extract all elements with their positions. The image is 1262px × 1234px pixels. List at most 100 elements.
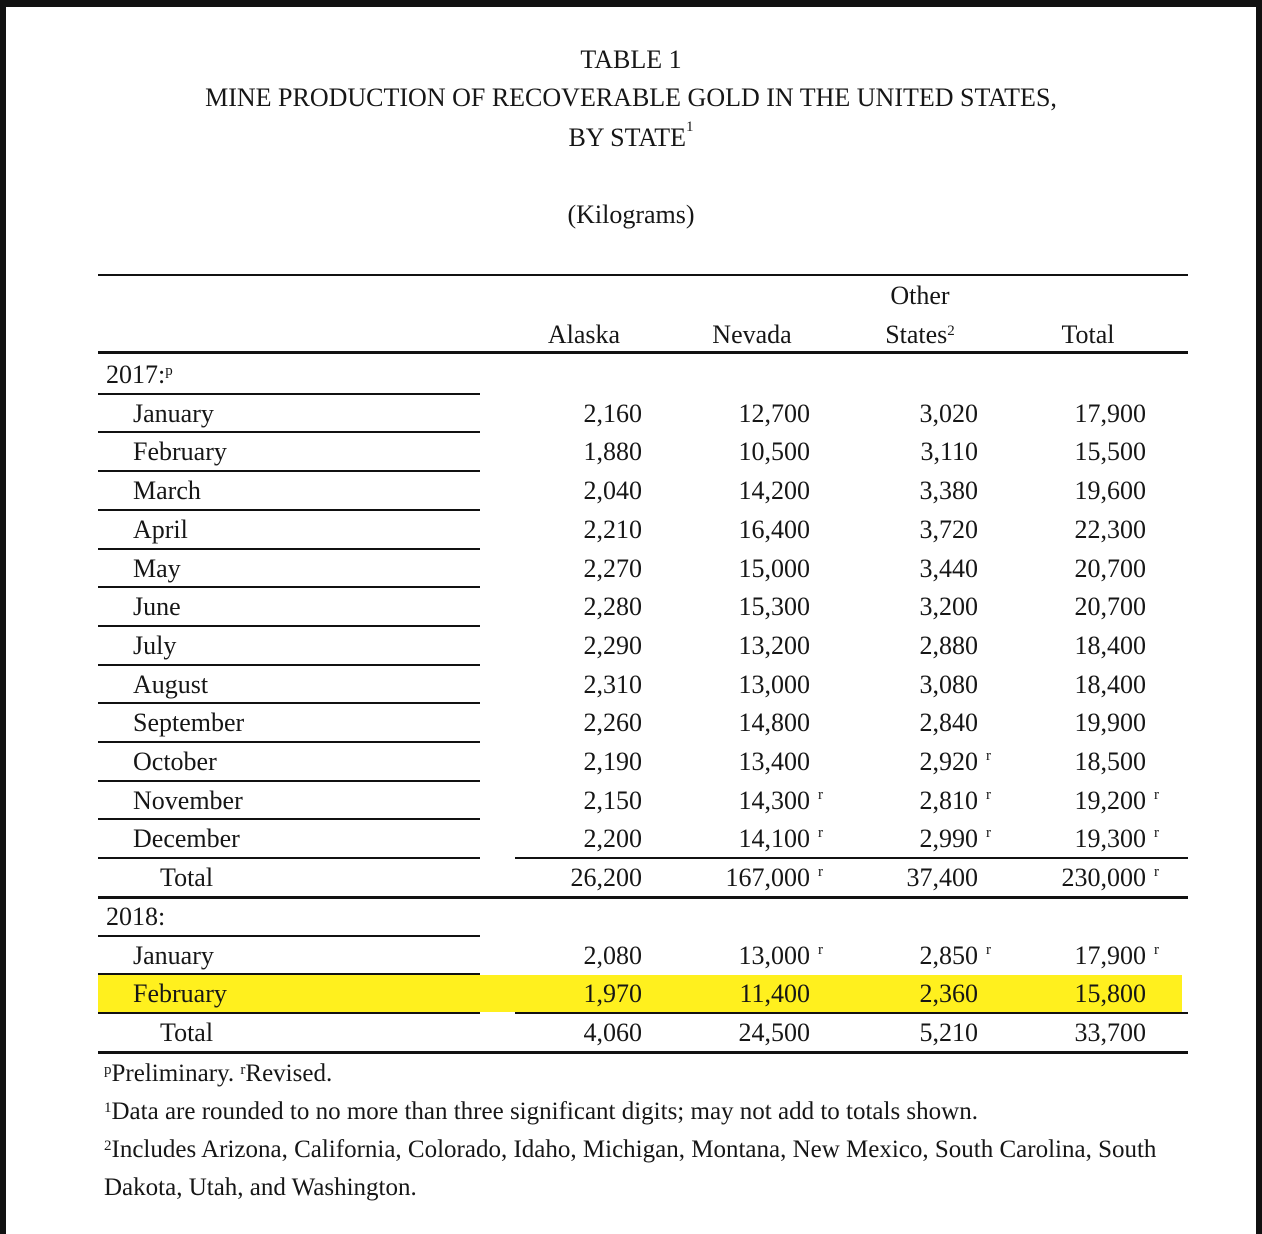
footnote: pPreliminary. rRevised. [104, 1055, 1164, 1093]
footnote-text: Includes Arizona, California, Colorado, … [104, 1135, 1157, 1201]
cell-value: 22,300 [1074, 514, 1147, 544]
footnote: 1Data are rounded to no more than three … [104, 1093, 1164, 1131]
section-year: 2018: [106, 901, 166, 931]
row-label: April [133, 514, 188, 544]
footnote-mark: r [240, 1061, 246, 1078]
cell: 12,700 [739, 395, 811, 433]
cell: 15,500 [1075, 433, 1147, 471]
cell-value: 2,080 [583, 940, 643, 970]
cell-value: 14,200 [738, 476, 811, 506]
footnote-text: Preliminary. [111, 1059, 235, 1087]
cell: 15,300 [739, 588, 811, 626]
cell: 17,900 [1075, 395, 1147, 433]
cell: 13,000 r [739, 937, 824, 975]
rule [98, 857, 480, 860]
footnote-text: Data are rounded to no more than three s… [111, 1097, 978, 1125]
cell: 22,300 [1075, 511, 1147, 549]
cell: 2,810 r [920, 782, 992, 820]
cell-value: 10,500 [738, 437, 811, 467]
unit: (Kilograms) [567, 200, 695, 229]
cell-value: 3,080 [919, 669, 979, 699]
cell-value: 5,210 [919, 1017, 979, 1047]
footnote-text: Revised. [245, 1059, 333, 1087]
rule [98, 779, 480, 782]
cell: 19,200 r [1074, 782, 1160, 820]
cell: 17,900 r [1075, 937, 1160, 975]
revised-mark: r [1154, 786, 1159, 803]
cell-value: 3,440 [919, 553, 979, 583]
column-label: Alaska [547, 320, 621, 349]
cell: 2,920 r [919, 743, 992, 781]
cell: 3,080 [920, 666, 979, 704]
cell-value: 3,380 [919, 476, 979, 506]
cell-value: 3,720 [919, 514, 979, 544]
cell: 2,200 [584, 820, 643, 858]
cell-value: 26,200 [570, 863, 643, 893]
cell: 2,280 [584, 588, 643, 626]
cell: 18,400 [1075, 627, 1147, 665]
cell-value: 18,500 [1074, 747, 1147, 776]
cell-value: 3,200 [919, 592, 979, 622]
cell-value: 2,990 [919, 824, 979, 854]
cell: 3,380 [920, 472, 979, 510]
title-text: BY STATE [568, 123, 687, 152]
rule [98, 973, 480, 976]
cell: 2,040 [584, 472, 643, 510]
revised-mark: r [1154, 864, 1159, 881]
cell: 167,000 r [725, 859, 824, 897]
cell: 13,000 [739, 666, 811, 704]
footnote-mark: p [104, 1061, 112, 1078]
rule [98, 624, 480, 627]
cell-value: 2,040 [583, 476, 643, 506]
rule [98, 818, 480, 821]
cell-value: 2,310 [583, 669, 643, 699]
row-label: June [133, 592, 181, 622]
cell: 37,400 [907, 859, 979, 897]
cell: 24,500 [739, 1014, 811, 1052]
rule [98, 508, 480, 511]
cell-value: 13,000 [738, 669, 811, 699]
cell: 2,360 [920, 975, 979, 1013]
cell-value: 2,160 [583, 398, 643, 428]
cell-value: 230,000 [1061, 863, 1147, 893]
row-label: July [133, 630, 177, 660]
cell: 2,290 [584, 627, 643, 665]
cell-value: 19,200 [1074, 785, 1147, 815]
cell-value: 2,290 [583, 630, 643, 660]
cell-value: 18,400 [1074, 669, 1147, 699]
cell: 18,500 [1075, 743, 1147, 781]
cell: 2,850 r [919, 937, 992, 975]
footnote: 2Includes Arizona, California, Colorado,… [104, 1131, 1164, 1207]
cell: 230,000 r [1061, 859, 1160, 897]
cell-value: 16,400 [738, 514, 811, 544]
cell: 2,310 [584, 666, 643, 704]
cell-value: 20,700 [1074, 592, 1147, 622]
cell: 2,190 [584, 743, 643, 781]
cell-value: 2,850 [919, 940, 979, 970]
row-label: May [133, 553, 181, 583]
cell: 14,800 [739, 704, 811, 742]
cell: 20,700 [1075, 550, 1147, 588]
section-label: 2017:p [106, 356, 173, 394]
cell-value: 13,400 [738, 747, 811, 776]
cell: 33,700 [1075, 1014, 1147, 1052]
cell-value: 2,920 [919, 747, 979, 776]
cell-value: 15,800 [1074, 979, 1147, 1009]
cell: 3,020 [920, 395, 979, 433]
column-label: Total [1061, 320, 1115, 349]
cell: 3,720 [920, 511, 979, 549]
cell-value: 2,260 [583, 708, 643, 738]
row-label: February [133, 979, 227, 1009]
cell: 15,800 [1075, 975, 1147, 1013]
cell-value: 167,000 [725, 863, 811, 893]
cell-value: 19,300 [1074, 824, 1147, 854]
cell: 2,080 [584, 937, 643, 975]
row-label: October [133, 747, 217, 776]
row-label: March [133, 476, 201, 506]
rule [98, 663, 480, 666]
row-label: September [133, 708, 245, 738]
cell-value: 2,840 [919, 708, 979, 738]
column-header: States2 [820, 316, 1020, 354]
section-label: 2018: [106, 898, 165, 936]
